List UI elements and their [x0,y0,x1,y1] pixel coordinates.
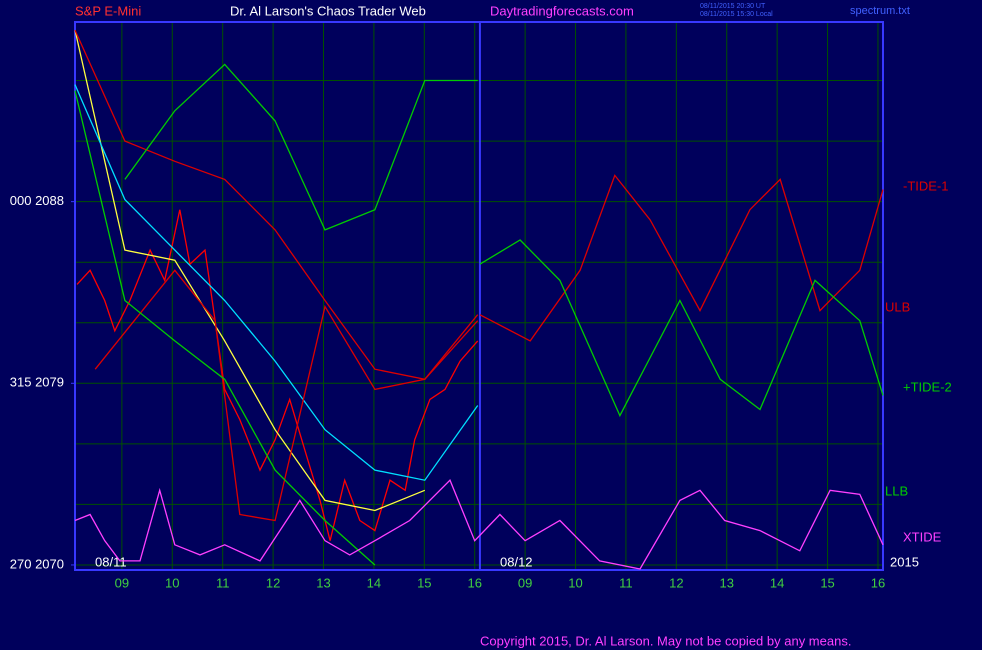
site-url: Daytradingforecasts.com [490,3,634,18]
x-tick-label: 14 [367,575,381,590]
x-tick-label: 10 [568,575,582,590]
x-tick-label: 09 [518,575,532,590]
series-label: -TIDE-1 [903,178,949,193]
x-tick-label: 13 [720,575,734,590]
series-line [94,269,479,522]
series-line [74,90,376,566]
series-line [76,209,479,541]
site-title: Dr. Al Larson's Chaos Trader Web [230,3,426,18]
y-tick-label: 270 2070 [10,556,64,571]
series-line [124,63,478,231]
series-line [74,479,884,570]
timestamp-ut: 08/11/2015 20:30 UT [700,3,766,10]
x-tick-label: 14 [770,575,784,590]
date-label: 2015 [890,554,919,569]
date-label: 08/12 [500,554,533,569]
timestamp-local: 08/11/2015 15:30 Local [700,11,773,18]
x-tick-label: 12 [266,575,280,590]
x-tick-label: 11 [619,575,633,590]
series-label: +TIDE-2 [903,379,952,394]
x-tick-label: 15 [820,575,834,590]
y-tick-label: 315 2079 [10,375,64,390]
x-tick-label: 15 [417,575,431,590]
copyright: Copyright 2015, Dr. Al Larson. May not b… [480,633,851,648]
x-tick-label: 13 [316,575,330,590]
file-name: spectrum.txt [850,5,910,17]
series-line [74,29,479,381]
x-tick-label: 09 [115,575,129,590]
y-tick-label: 000 2088 [10,193,64,208]
series-line [74,84,479,481]
series-label: XTIDE [903,529,942,544]
date-label: 08/11 [95,554,127,569]
symbol: S&P E-Mini [75,3,141,18]
x-tick-label: 16 [871,575,885,590]
x-tick-label: 16 [467,575,481,590]
series-line [74,29,426,512]
x-tick-label: 10 [165,575,179,590]
x-tick-label: 12 [669,575,683,590]
annotation: LLB [885,483,908,498]
annotation: ULB [885,299,910,314]
x-tick-label: 11 [216,575,230,590]
series-line [479,239,884,418]
